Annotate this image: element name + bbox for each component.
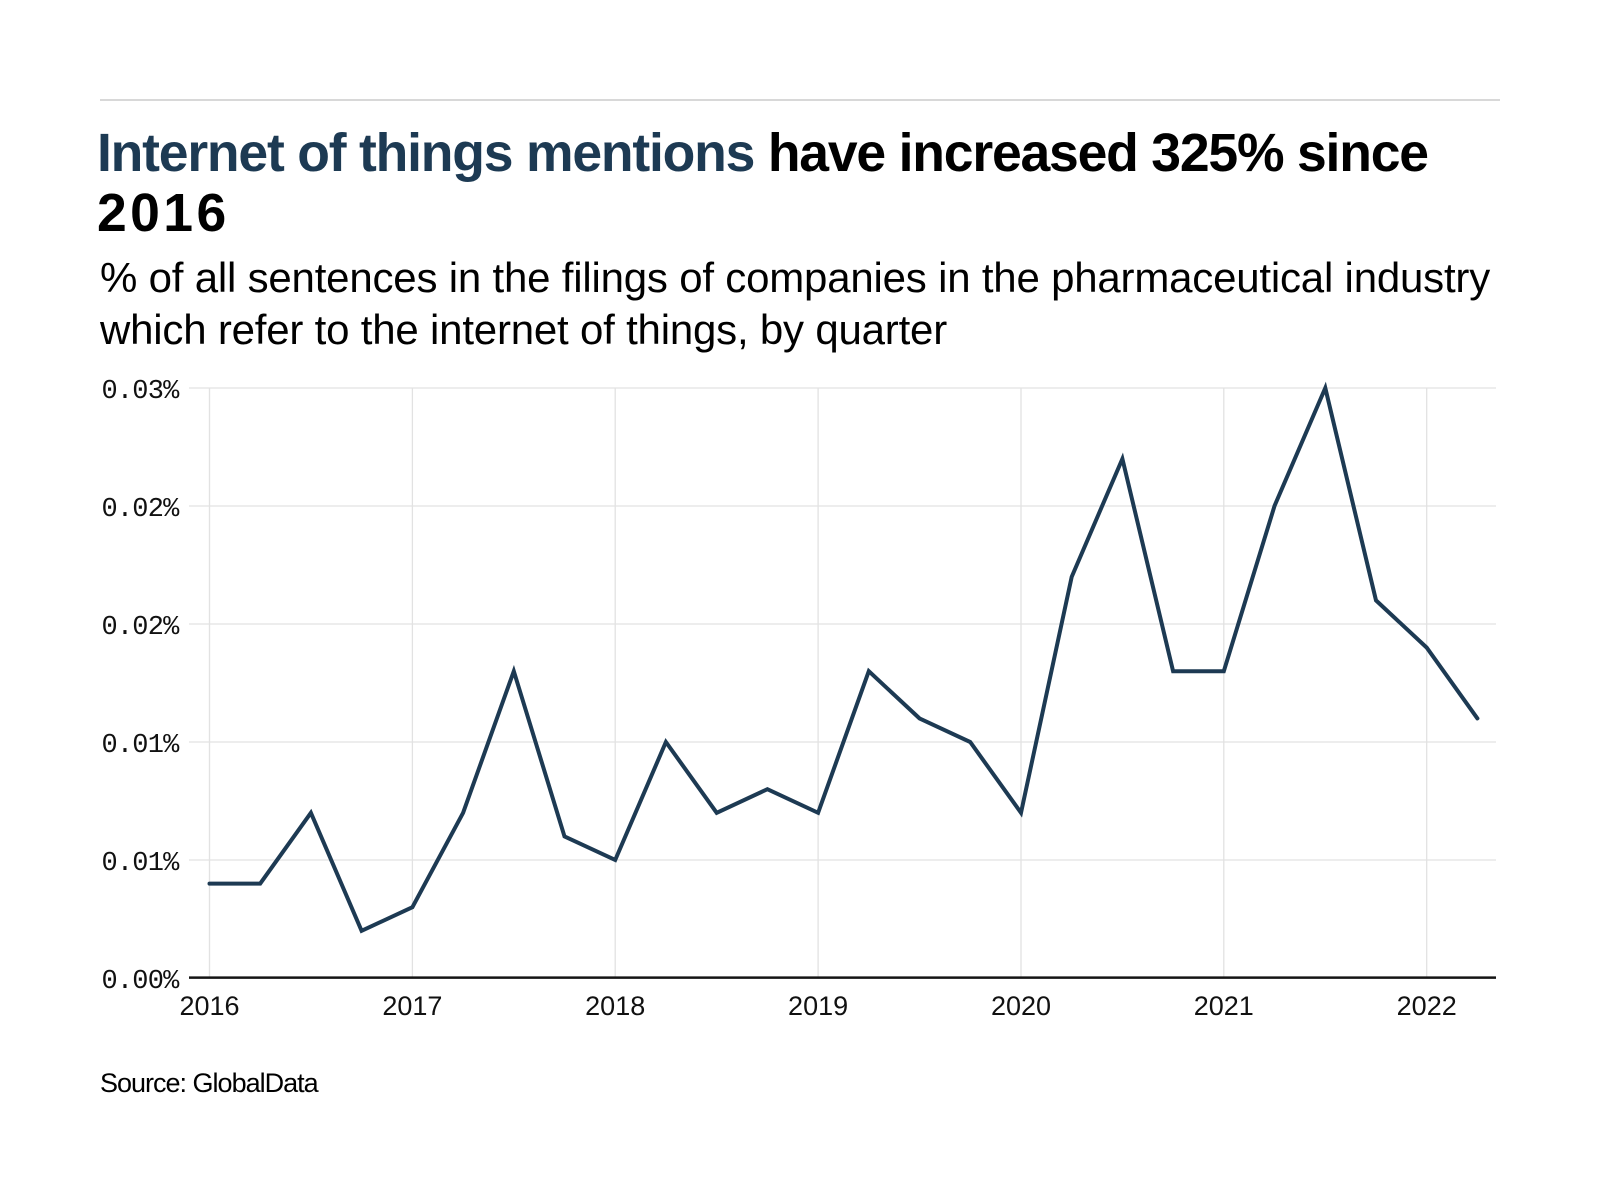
- svg-text:0.00%: 0.00%: [101, 967, 180, 997]
- svg-text:0.02%: 0.02%: [101, 495, 180, 525]
- svg-text:2016: 2016: [179, 991, 239, 1021]
- svg-text:0.02%: 0.02%: [101, 613, 180, 643]
- svg-text:2020: 2020: [991, 991, 1051, 1021]
- svg-text:0.01%: 0.01%: [101, 849, 180, 879]
- svg-text:2018: 2018: [585, 991, 645, 1021]
- svg-text:2022: 2022: [1397, 991, 1457, 1021]
- svg-text:2017: 2017: [382, 991, 442, 1021]
- svg-text:0.01%: 0.01%: [101, 731, 180, 761]
- svg-text:2021: 2021: [1194, 991, 1254, 1021]
- svg-text:2019: 2019: [788, 991, 848, 1021]
- svg-text:0.03%: 0.03%: [101, 377, 180, 407]
